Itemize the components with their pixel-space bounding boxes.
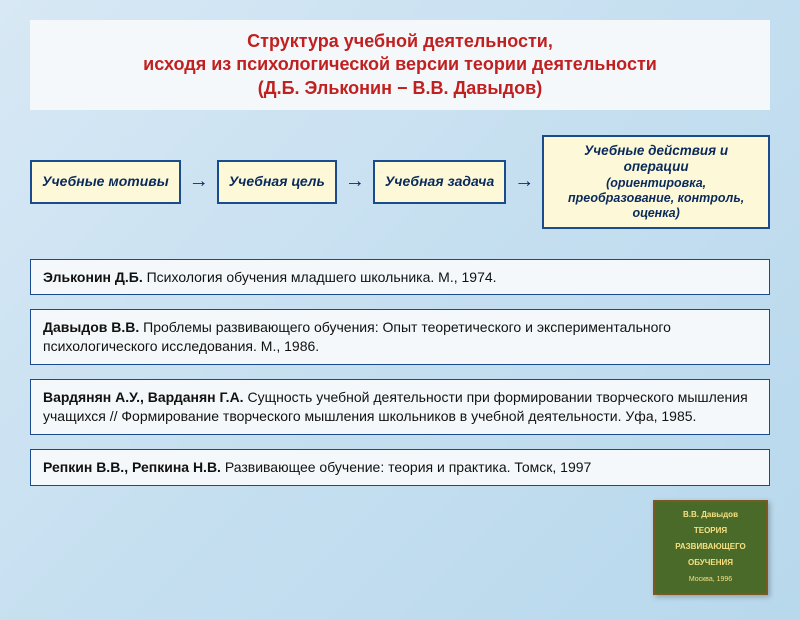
- flow-box-3: Учебная задача: [373, 160, 506, 204]
- book-title-3: ОБУЧЕНИЯ: [688, 557, 733, 569]
- ref-author: Репкин В.В., Репкина Н.В.: [43, 459, 221, 475]
- flow-box-4: Учебные действия и операции (ориентировк…: [542, 135, 770, 228]
- title-line-3: (Д.Б. Эльконин − В.В. Давыдов): [45, 77, 755, 100]
- flow-label: Учебные действия и операции: [554, 143, 758, 175]
- book-title-2: РАЗВИВАЮЩЕГО: [675, 541, 746, 553]
- ref-author: Давыдов В.В.: [43, 319, 139, 335]
- reference-item: Давыдов В.В. Проблемы развивающего обуче…: [30, 309, 770, 365]
- references-list: Эльконин Д.Б. Психология обучения младше…: [30, 259, 770, 486]
- flow-diagram: Учебные мотивы → Учебная цель → Учебная …: [30, 135, 770, 228]
- flow-box-1: Учебные мотивы: [30, 160, 181, 204]
- reference-item: Репкин В.В., Репкина Н.В. Развивающее об…: [30, 449, 770, 486]
- ref-author: Эльконин Д.Б.: [43, 269, 143, 285]
- book-publisher: Москва, 1996: [689, 575, 732, 586]
- ref-text: Развивающее обучение: теория и практика.…: [221, 459, 591, 475]
- flow-label: Учебная задача: [385, 173, 494, 190]
- book-title-1: ТЕОРИЯ: [694, 525, 727, 537]
- arrow-icon: →: [189, 170, 209, 193]
- arrow-icon: →: [345, 170, 365, 193]
- flow-label: Учебная цель: [229, 173, 325, 190]
- title-container: Структура учебной деятельности, исходя и…: [30, 20, 770, 110]
- flow-box-2: Учебная цель: [217, 160, 337, 204]
- flow-label: Учебные мотивы: [42, 173, 169, 190]
- title-line-1: Структура учебной деятельности,: [45, 30, 755, 53]
- book-cover: В.В. Давыдов ТЕОРИЯ РАЗВИВАЮЩЕГО ОБУЧЕНИ…: [653, 500, 768, 595]
- arrow-icon: →: [514, 170, 534, 193]
- book-author: В.В. Давыдов: [683, 509, 738, 521]
- flow-sublabel: (ориентировка, преобразование, контроль,…: [554, 176, 758, 221]
- reference-item: Вардянян А.У., Варданян Г.А. Сущность уч…: [30, 379, 770, 435]
- ref-text: Психология обучения младшего школьника. …: [143, 269, 497, 285]
- ref-author: Вардянян А.У., Варданян Г.А.: [43, 389, 244, 405]
- reference-item: Эльконин Д.Б. Психология обучения младше…: [30, 259, 770, 296]
- title-line-2: исходя из психологической версии теории …: [45, 53, 755, 76]
